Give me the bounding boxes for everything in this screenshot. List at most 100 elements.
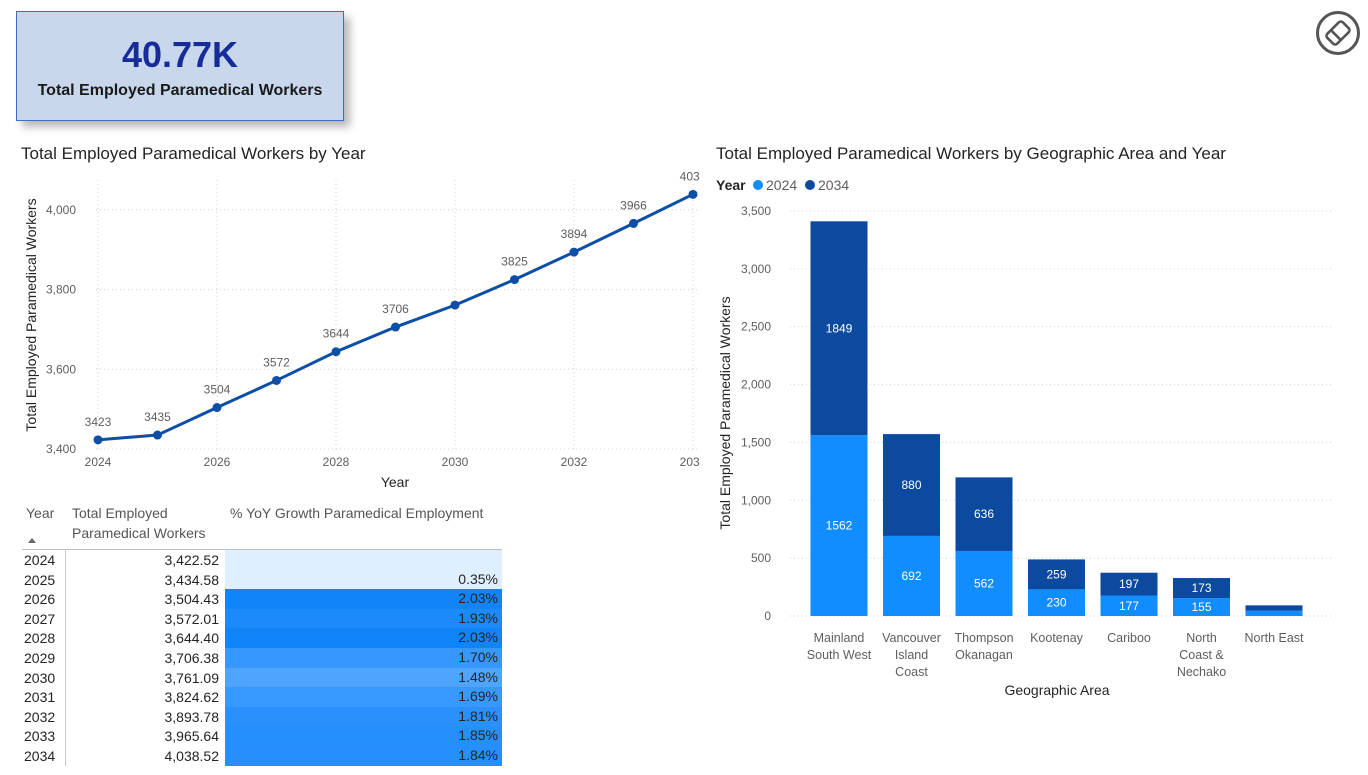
cell-growth: 1.84% — [225, 745, 502, 766]
x-tick-label: 2024 — [85, 455, 112, 469]
data-point — [450, 300, 460, 310]
bar-label: 562 — [974, 576, 994, 590]
table-row[interactable]: 2025 3,434.58 0.35% — [22, 569, 502, 590]
cell-growth: 1.48% — [225, 667, 502, 688]
x-axis-title: Year — [381, 474, 410, 490]
eraser-icon[interactable] — [1315, 11, 1361, 55]
data-point — [688, 189, 698, 199]
y-tick-label: 2,000 — [741, 378, 771, 392]
cell-total: 3,504.43 — [164, 591, 220, 608]
cell-year: 2028 — [24, 630, 56, 647]
data-label: 3966 — [620, 198, 647, 212]
x-axis-title: Geographic Area — [1004, 682, 1109, 698]
cell-year: 2033 — [24, 728, 56, 745]
table-row[interactable]: 2029 3,706.38 1.70% — [22, 647, 502, 668]
table-row[interactable]: 2026 3,504.43 2.03% — [22, 589, 502, 609]
data-point — [331, 347, 341, 357]
y-tick-label: 3,500 — [741, 204, 771, 218]
cell-year: 2025 — [24, 571, 56, 588]
x-tick-label: Thompson — [954, 631, 1013, 645]
x-tick-label: 2026 — [204, 455, 231, 469]
legend-marker — [753, 180, 763, 190]
kpi-value: 40.77K — [121, 34, 239, 75]
x-tick-label: Okanagan — [955, 648, 1013, 662]
y-tick-label: 0 — [764, 609, 771, 623]
cell-total: 3,644.40 — [164, 630, 220, 647]
y-tick-label: 500 — [751, 551, 771, 565]
cell-total: 4,038.52 — [164, 747, 220, 764]
x-tick-label: 2030 — [442, 455, 469, 469]
legend-title: Year — [716, 177, 746, 193]
bar-segment — [955, 477, 1013, 551]
legend-label: 2024 — [766, 177, 797, 193]
bar-segment — [1173, 578, 1230, 599]
data-point — [569, 247, 579, 257]
bar-chart: Year 2024 2034 0 500 1,000 1,500 2,000 2,500 3,00… — [716, 177, 1332, 698]
bar-segment — [1100, 572, 1158, 596]
table-header-total[interactable]: Total Employed Paramedical Workers — [72, 505, 206, 541]
cell-year: 2031 — [24, 689, 56, 706]
data-point — [510, 275, 519, 285]
x-tick-label: Nechako — [1177, 665, 1226, 679]
data-point — [153, 430, 162, 440]
data-label: 3706 — [382, 302, 409, 316]
data-label: 4039 — [680, 170, 700, 183]
cell-total: 3,434.58 — [164, 571, 220, 588]
table-row[interactable]: 2031 3,824.62 1.69% — [22, 687, 502, 707]
line-chart: 3,400 3,600 3,800 4,000 2024 2026 2028 2030 2032… — [23, 170, 700, 490]
bar-label: 259 — [1046, 567, 1066, 581]
y-tick-label: 4,000 — [46, 203, 76, 217]
x-tick-label: North East — [1244, 631, 1304, 645]
table-column-divider — [65, 550, 66, 766]
x-tick-label: Vancouver — [882, 631, 941, 645]
bar-label: 1849 — [826, 321, 853, 335]
table-row[interactable]: 2032 3,893.78 1.81% — [22, 706, 502, 727]
table-row[interactable]: 2033 3,965.64 1.85% — [22, 726, 502, 746]
bar-label: 1562 — [826, 519, 853, 533]
x-tick-label: Coast & — [1179, 648, 1224, 662]
y-tick-label: 3,400 — [46, 442, 76, 456]
sort-ascending-icon[interactable] — [28, 538, 36, 543]
table-row[interactable]: 2028 3,644.40 2.03% — [22, 628, 502, 648]
table-body: 2024 3,422.52 2025 3,434.58 0.35% 2026 3,504.4… — [22, 550, 502, 766]
bar-segment — [883, 535, 940, 616]
data-label: 3572 — [263, 355, 290, 369]
data-point — [212, 403, 222, 413]
x-tick-label: 2032 — [561, 455, 588, 469]
cell-year: 2027 — [24, 610, 56, 627]
bar-label: 177 — [1119, 599, 1139, 613]
cell-growth: 1.70% — [225, 647, 502, 668]
legend-label: 2034 — [818, 177, 849, 193]
bar-segment — [1245, 610, 1303, 616]
x-tick-label: Coast — [895, 665, 928, 679]
table-row[interactable]: 2034 4,038.52 1.84% — [22, 745, 502, 766]
data-point — [391, 322, 400, 332]
y-axis-title: Total Employed Paramedical Workers — [717, 296, 733, 529]
cell-growth — [225, 550, 502, 570]
series-line — [97, 192, 694, 442]
kpi-card[interactable]: 40.77K Total Employed Paramedical Worker… — [16, 11, 344, 121]
table-header-growth[interactable]: % YoY Growth Paramedical Employment — [230, 505, 484, 521]
cell-growth: 1.81% — [225, 706, 502, 727]
data-label: 3435 — [144, 410, 171, 424]
bar-segment — [810, 221, 868, 436]
y-tick-label: 3,600 — [46, 362, 76, 376]
bar-segment — [1100, 595, 1158, 616]
y-axis-title: Total Employed Paramedical Workers — [23, 198, 39, 431]
x-tick-label: Mainland — [814, 631, 865, 645]
bar-chart-title: Total Employed Paramedical Workers by Ge… — [716, 144, 1226, 163]
table-row[interactable]: 2024 3,422.52 — [22, 550, 502, 570]
y-tick-label: 3,000 — [741, 262, 771, 276]
cell-total: 3,761.09 — [164, 669, 220, 686]
bar-label: 173 — [1191, 581, 1211, 595]
x-tick-label: Kootenay — [1030, 631, 1084, 645]
table-header-year[interactable]: Year — [26, 505, 55, 521]
table-row[interactable]: 2027 3,572.01 1.93% — [22, 608, 502, 629]
x-tick-label: South West — [807, 648, 872, 662]
cell-total: 3,965.64 — [164, 728, 220, 745]
cell-growth: 1.69% — [225, 687, 502, 707]
cell-year: 2026 — [24, 591, 56, 608]
cell-total: 3,422.52 — [164, 552, 220, 568]
table-row[interactable]: 2030 3,761.09 1.48% — [22, 667, 502, 688]
x-tick-label: Cariboo — [1107, 631, 1151, 645]
